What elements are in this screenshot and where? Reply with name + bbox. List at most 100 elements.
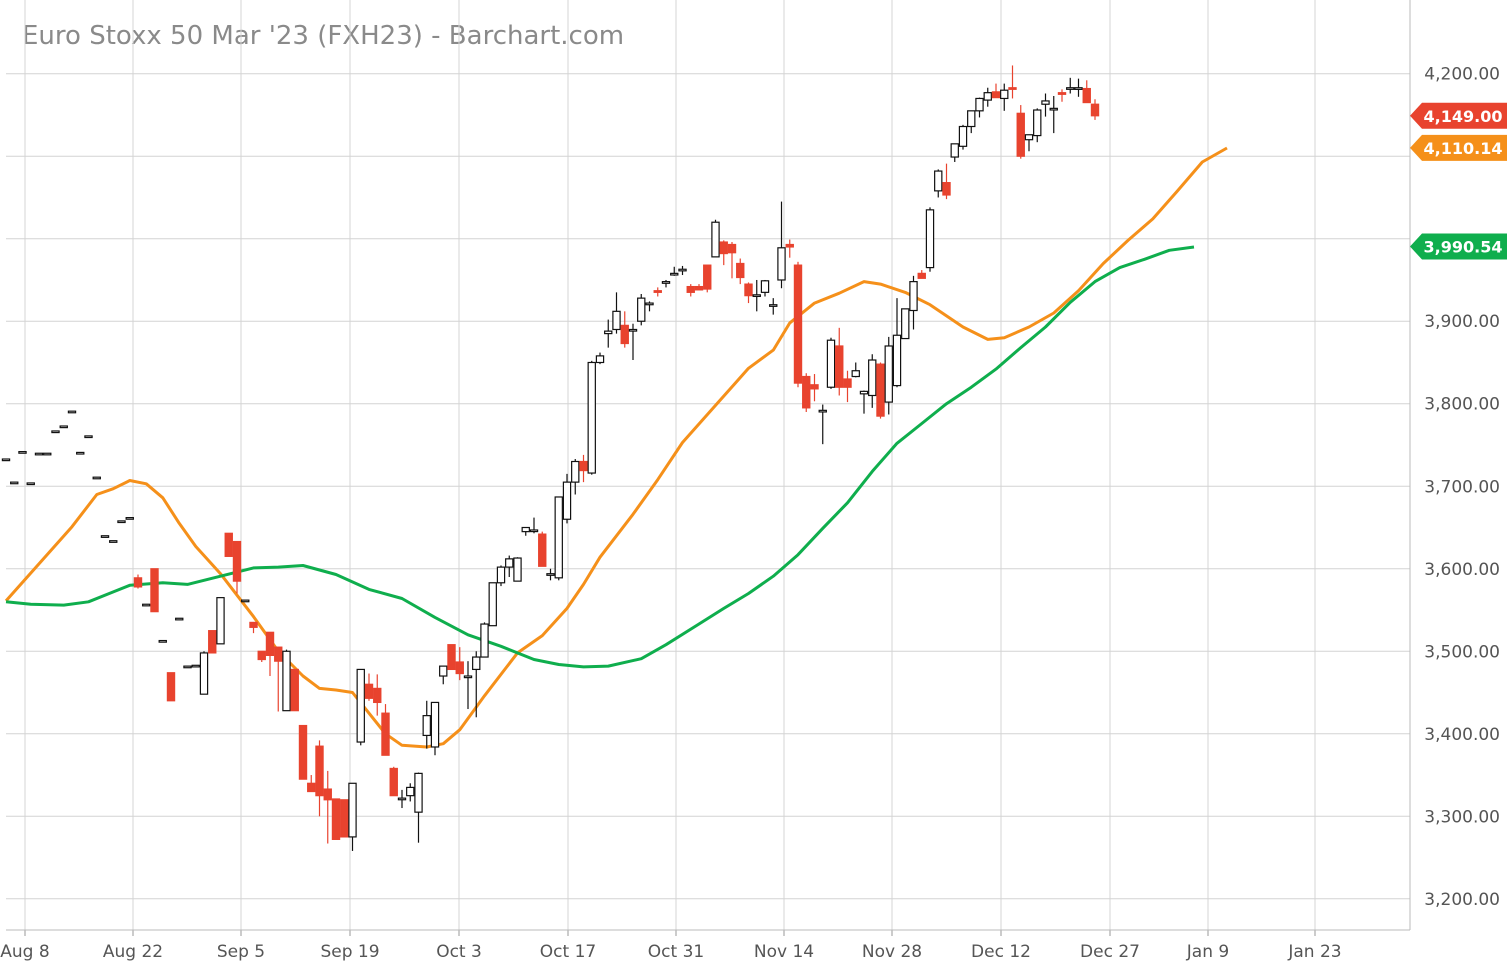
candle [835, 327, 844, 396]
candle [645, 301, 654, 312]
candle-body [538, 533, 547, 567]
candle-body [133, 577, 143, 588]
candle [315, 740, 324, 817]
x-tick-label: Jan 23 [1287, 942, 1341, 962]
candle-body [818, 409, 827, 413]
candle [859, 390, 869, 414]
y-axis: 3,200.00 3,300.00 3,400.00 3,500.00 3,60… [1424, 65, 1500, 910]
candle [521, 526, 530, 536]
candle-body [117, 520, 126, 524]
candle [34, 452, 44, 456]
candle [389, 766, 398, 797]
candle-body [241, 599, 250, 603]
candle-body [323, 788, 332, 801]
candle-body [1066, 87, 1075, 90]
candle [282, 649, 291, 712]
candle-body [496, 566, 506, 584]
candle-body [505, 558, 514, 568]
candle-body [472, 656, 481, 671]
orange-ma-badge-shape [1410, 134, 1507, 161]
candle [406, 783, 415, 802]
candle [802, 373, 811, 412]
candle [950, 143, 959, 162]
candle [356, 668, 365, 746]
candle [92, 476, 101, 480]
candle-body [447, 644, 456, 671]
candle-body [34, 452, 44, 456]
candle [703, 264, 712, 293]
candle-body [307, 782, 316, 793]
candle [183, 665, 192, 669]
candle [224, 532, 233, 557]
candle-body [381, 712, 390, 756]
candle-body [1024, 134, 1034, 141]
moving-averages [4, 146, 1228, 749]
candle [546, 568, 555, 581]
candle-body [736, 262, 745, 279]
candle-body [76, 451, 85, 455]
candle [901, 308, 910, 340]
candle-body [670, 272, 679, 276]
candle [1016, 105, 1025, 159]
candle-body [1090, 103, 1100, 117]
candle [818, 404, 827, 445]
candle-body [950, 143, 959, 158]
candle-body [513, 557, 522, 582]
candle-body [51, 430, 60, 434]
candle-body [711, 221, 720, 258]
x-tick-label: Sep 5 [217, 942, 265, 962]
y-tick-label: 3,400.00 [1424, 725, 1500, 745]
candle [538, 531, 547, 567]
candle-body [265, 631, 275, 656]
candle-body [628, 328, 638, 332]
candle-body [810, 384, 819, 390]
candle [579, 454, 588, 483]
candle-body [1016, 112, 1025, 157]
candle [719, 240, 728, 266]
orange-ma-badge-label: 4,110.14 [1424, 139, 1503, 158]
candle-body [216, 597, 225, 645]
candle-body [868, 359, 877, 397]
candle [373, 674, 382, 716]
candle-body [331, 798, 341, 840]
candle-body [983, 92, 992, 101]
candle [604, 319, 613, 348]
candle [1082, 80, 1091, 104]
candle [694, 284, 704, 291]
y-tick-label: 3,900.00 [1424, 312, 1500, 332]
candle-body [521, 526, 530, 533]
candle-body [67, 410, 77, 414]
candle [769, 298, 778, 315]
candle-body [554, 496, 563, 579]
candle-body [612, 310, 621, 331]
candle-body [1000, 89, 1009, 100]
candle-body [480, 623, 489, 658]
candle [117, 520, 126, 524]
candle-body [282, 650, 291, 712]
candle [274, 646, 283, 712]
candle [18, 450, 27, 454]
candle [430, 701, 440, 756]
candle-body [579, 460, 588, 472]
candle-body [917, 272, 926, 279]
candle [661, 279, 671, 288]
candle [571, 459, 580, 495]
green-ma-line [5, 245, 1195, 669]
candle [381, 704, 390, 756]
candle-body [909, 281, 918, 312]
candle-body [59, 425, 68, 429]
candle-body [183, 665, 192, 669]
candle-body [760, 280, 770, 293]
candle-body [744, 283, 753, 297]
x-tick-label: Dec 12 [971, 942, 1031, 962]
candle [785, 239, 794, 258]
candle-body [769, 304, 778, 307]
candle [587, 360, 596, 475]
candle [1000, 83, 1009, 111]
x-tick-label: Nov 14 [754, 942, 814, 962]
candle-body [958, 125, 968, 147]
candle [249, 621, 258, 634]
candle [100, 535, 110, 538]
candle [925, 207, 935, 272]
